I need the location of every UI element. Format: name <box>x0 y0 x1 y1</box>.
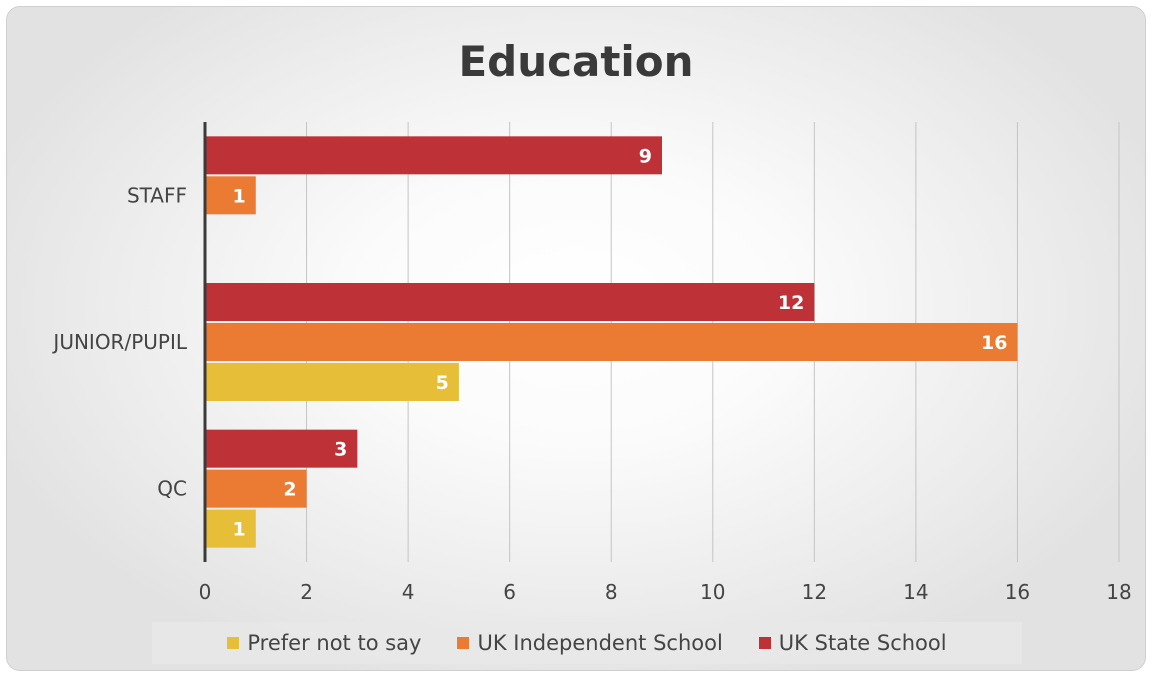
x-tick-label: 16 <box>1005 580 1030 604</box>
data-label: 3 <box>334 439 347 461</box>
data-label: 9 <box>639 145 652 167</box>
legend: Prefer not to say UK Independent School UK… <box>152 622 1022 664</box>
x-tick-label: 4 <box>402 580 415 604</box>
legend-swatch <box>227 637 240 649</box>
x-tick-label: 14 <box>903 580 928 604</box>
x-tick-label: 0 <box>199 580 212 604</box>
legend-label: Prefer not to say <box>247 631 422 655</box>
x-tick-label: 12 <box>802 580 827 604</box>
data-label: 1 <box>233 185 246 207</box>
y-category-label: QC <box>157 477 187 501</box>
bar <box>205 176 256 215</box>
legend-label: UK State School <box>778 631 947 655</box>
data-label: 5 <box>436 372 449 394</box>
bar <box>205 363 459 401</box>
data-label: 2 <box>283 479 296 501</box>
legend-item: UK State School <box>758 631 947 655</box>
chart-title: Education <box>458 37 694 86</box>
x-tick-label: 18 <box>1106 580 1131 604</box>
bar <box>205 323 1018 361</box>
legend-label: UK Independent School <box>477 631 723 655</box>
bar <box>205 509 256 548</box>
y-category-label: JUNIOR/PUPIL <box>51 330 187 354</box>
x-tick-label: 6 <box>503 580 516 604</box>
data-label: 12 <box>778 292 804 314</box>
legend-item: Prefer not to say <box>227 631 421 655</box>
x-tick-label: 2 <box>300 580 313 604</box>
bar <box>205 283 815 321</box>
y-category-label: STAFF <box>127 183 187 207</box>
legend-item: UK Independent School <box>457 631 723 655</box>
bar <box>205 136 662 175</box>
chart-card: Education 0 2 4 6 8 10 12 14 16 18 1 9 STAFF 5 16 12 JUN… <box>6 6 1146 671</box>
legend-swatch <box>457 637 470 649</box>
data-label: 16 <box>981 332 1007 354</box>
plot-area: 0 2 4 6 8 10 12 14 16 1819STAFF51612JUNIOR/PUPIL1… <box>51 122 1132 604</box>
bar <box>205 429 358 468</box>
x-tick-label: 10 <box>700 580 725 604</box>
data-label: 1 <box>233 519 246 541</box>
bar <box>205 469 307 508</box>
x-tick-label: 8 <box>605 580 618 604</box>
legend-swatch <box>758 637 771 649</box>
